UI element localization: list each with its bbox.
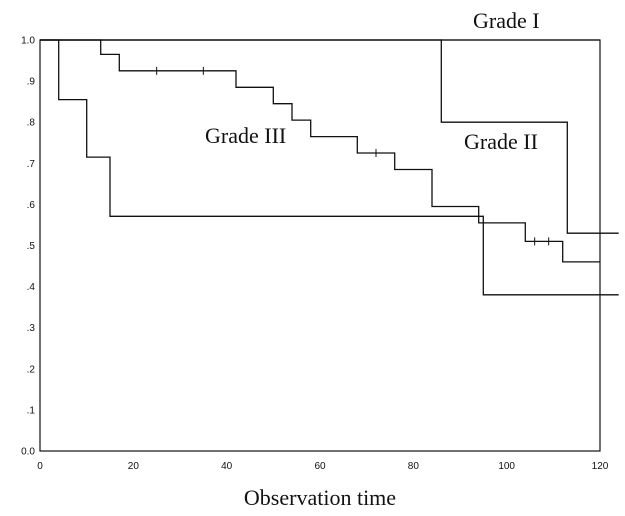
series-label-grade-iii: Grade III [205, 123, 286, 148]
curves-layer [40, 39, 619, 296]
y-tick-label: 1.0 [21, 36, 35, 47]
x-tick-label: 0 [37, 461, 43, 472]
y-tick-label: .7 [27, 159, 36, 170]
y-axis-ticks: 0.0 .1 .2 .3 .4 .5 .6 .7 .8 .9 1.0 [21, 36, 35, 458]
y-tick-label: .3 [27, 323, 36, 334]
series-label-grade-i: Grade I [473, 8, 540, 33]
series-label-grade-ii: Grade II [464, 129, 538, 154]
y-tick-label: 0.0 [21, 447, 35, 458]
x-tick-label: 120 [592, 461, 609, 472]
x-tick-label: 80 [408, 461, 420, 472]
x-tick-label: 40 [221, 461, 233, 472]
y-tick-label: .5 [27, 241, 36, 252]
x-tick-label: 100 [498, 461, 515, 472]
series-line-2 [40, 39, 619, 234]
series-line-4 [40, 39, 619, 296]
y-tick-label: .9 [27, 77, 36, 88]
y-tick-label: .4 [27, 282, 36, 293]
x-tick-label: 20 [128, 461, 140, 472]
x-axis-title: Observation time [244, 485, 396, 510]
x-tick-label: 60 [314, 461, 326, 472]
plot-frame [39, 39, 601, 452]
y-tick-label: .8 [27, 118, 36, 129]
series-line-3 [40, 39, 600, 263]
x-axis-ticks: 0 20 40 60 80 100 120 [37, 461, 609, 472]
y-tick-label: .6 [27, 200, 36, 211]
y-tick-label: .1 [27, 405, 36, 416]
y-tick-label: .2 [27, 364, 36, 375]
